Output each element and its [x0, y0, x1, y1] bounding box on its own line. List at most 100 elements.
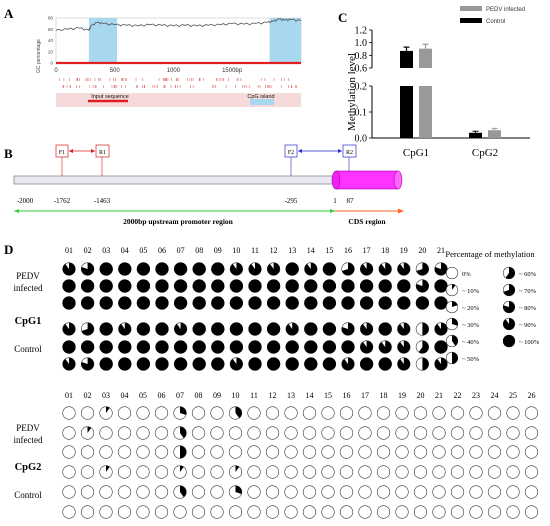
cpg1-r3-c19-fill [397, 296, 411, 310]
cpg1-r6-c20 [415, 357, 430, 371]
cpg2-r4-c10-fill [235, 465, 240, 472]
gc-cpg-island-shades [88, 18, 301, 63]
cpg2-r6-c24 [487, 505, 502, 519]
cpg1-r1-c11-fill [248, 262, 262, 276]
cpg2-r6-c12 [265, 505, 280, 519]
cds-cylinder [335, 170, 399, 190]
cpg1-r6-c16-fill [341, 357, 355, 371]
cpg1-r4-c21 [434, 322, 448, 336]
cpg2-r1-c22-circle [450, 406, 465, 420]
legend-pie-2 [445, 300, 459, 314]
cpg1-r4-c21-fill [434, 322, 448, 336]
cpg1-r4-c17-fill [360, 322, 373, 336]
cpg2-col-20: 20 [417, 391, 425, 400]
cpg2-r2-c8-circle [191, 426, 206, 440]
cpg1-r4-c12 [267, 322, 281, 336]
cpg1-pedv-label-1: PEDV [16, 271, 40, 281]
cpg2-r2-c25 [506, 426, 520, 440]
cpg2-r5-c12 [265, 485, 280, 499]
cpg2-r3-c11-circle [247, 445, 261, 459]
cpg2-r6-c18 [376, 505, 391, 519]
cpg2-r2-c6 [154, 426, 169, 440]
cpg2-r3-c22 [450, 445, 465, 459]
cpg2-r3-c26 [524, 445, 539, 459]
cpg2-r4-c21 [432, 465, 446, 479]
cpg2-r4-c4-circle [117, 465, 132, 479]
cpg1-r3-c18-fill [378, 296, 392, 310]
cpg2-r6-c10 [228, 505, 243, 519]
cpg1-r4-c7 [174, 322, 188, 336]
gc-y-tick-0: 0 [50, 61, 53, 66]
cpg1-r5-c17 [360, 340, 374, 354]
cpg2-r3-c3-circle [99, 445, 113, 459]
cpg1-r5-c15 [322, 340, 337, 354]
cpg2-col-15: 15 [324, 391, 332, 400]
cpg1-r6-c12-fill [267, 357, 281, 371]
cpg1-r3-c20-fill [415, 296, 430, 310]
cpg2-r3-c7 [173, 445, 187, 459]
cpg1-r4-c16-fill [341, 322, 355, 336]
cds-cylinder-cap [393, 170, 403, 190]
legend-label-control: Control [486, 19, 505, 25]
cpg2-col-10: 10 [232, 391, 240, 400]
cpg1-r2-c9-fill [211, 279, 225, 293]
cpg1-r1-c10 [229, 262, 243, 276]
cpg1-r5-c7 [174, 340, 188, 354]
cpg2-r3-c6 [154, 445, 169, 459]
cpg2-r4-c16-circle [339, 465, 354, 479]
cpg1-r6-c6-fill [155, 357, 169, 371]
cpg1-r1-c20-fill [416, 262, 429, 276]
cpg1-r6-c18-fill [378, 357, 392, 371]
cpg2-r2-c24-circle [487, 426, 502, 440]
cpg2-r3-c20-circle [413, 445, 428, 459]
cpg2-r3-c13-circle [284, 445, 298, 459]
cpg1-r3-c12-fill [267, 296, 281, 310]
cpg2-r2-c9 [210, 426, 224, 440]
legend-label-4: ~ 40% [462, 339, 480, 346]
cpg2-r6-c16 [339, 505, 354, 519]
cpg1-r5-c19 [397, 340, 411, 354]
cpg2-r3-c18 [376, 445, 391, 459]
cpg2-r1-c15 [321, 406, 335, 420]
cpg2-r3-c6-circle [154, 445, 169, 459]
cpg1-r3-c20 [415, 296, 430, 310]
cpg1-r3-c10 [229, 296, 243, 310]
cpg1-r5-c14 [304, 340, 318, 354]
cpg2-r1-c13-circle [284, 406, 298, 420]
cpg2-r5-c11-circle [247, 485, 261, 499]
cpg1-r5-c16-fill [341, 340, 355, 354]
cpg1-r6-c14-fill [304, 357, 318, 371]
cpg2-r5-c26 [524, 485, 539, 499]
cpg2-r2-c26-circle [524, 426, 539, 440]
cpg2-r2-c19-circle [395, 426, 409, 440]
cpg1-r3-c4 [118, 296, 132, 310]
cpg1-r2-c20-fill [416, 279, 429, 293]
cpg1-r3-c5 [136, 296, 150, 310]
cpg1-r1-c17 [360, 262, 374, 276]
cpg1-r2-c7 [174, 279, 188, 293]
cpg2-r3-c15-circle [321, 445, 335, 459]
cpg1-r6-c2 [80, 357, 95, 371]
cpg1-r6-c2-fill [81, 357, 94, 371]
legend-pie-8 [502, 300, 516, 314]
cpg2-col-21: 21 [435, 391, 443, 400]
cpg2-r3-c19 [395, 445, 409, 459]
legend-label-10: ~ 100% [519, 339, 540, 346]
cpg2-r6-c15-circle [321, 505, 335, 519]
cpg1-r3-c15 [322, 296, 337, 310]
cpg1-r4-c19-fill [397, 322, 411, 336]
cpg-island-shade-1 [269, 18, 301, 63]
cpg2-r4-c2 [80, 465, 95, 479]
cpg1-r1-c4-fill [118, 262, 132, 276]
cpg2-r6-c19-circle [395, 505, 409, 519]
cpg1-col-19: 19 [400, 246, 408, 255]
cpg2-r5-c6-circle [154, 485, 169, 499]
cpg2-r1-c23-circle [469, 406, 483, 420]
cpg1-r2-c19-fill [397, 279, 411, 293]
cpg2-r1-c26 [524, 406, 539, 420]
cpg1-r2-c10 [229, 279, 243, 293]
cpg1-r3-c13-fill [285, 296, 299, 310]
cpg2-r4-c14 [302, 465, 317, 479]
pos-87: 87 [347, 197, 355, 205]
cpg2-r6-c20-circle [413, 505, 428, 519]
